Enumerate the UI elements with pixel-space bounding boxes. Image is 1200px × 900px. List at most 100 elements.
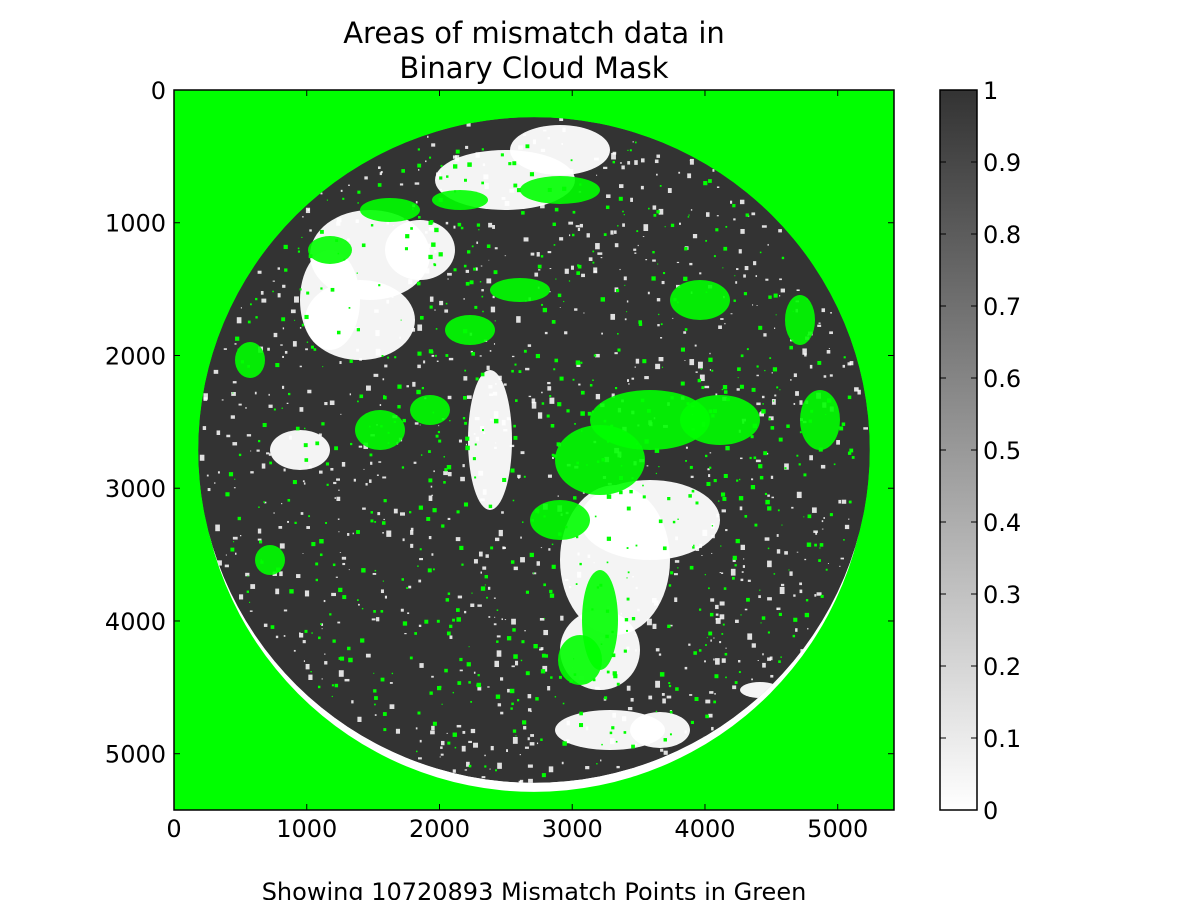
earth-clear-speckle [232, 381, 237, 384]
earth-clear-speckle [279, 543, 285, 549]
earth-clear-speckle [246, 434, 252, 437]
earth-clear-speckle [213, 369, 219, 374]
mismatch-speckle [847, 451, 852, 455]
mismatch-speckle [525, 144, 530, 149]
mismatch-speckle [295, 426, 300, 431]
earth-clear-speckle [498, 529, 503, 537]
mismatch-speckle [711, 414, 715, 418]
mismatch-speckle [677, 567, 679, 569]
mismatch-speckle [629, 149, 632, 152]
earth-clear-speckle [655, 680, 661, 688]
mismatch-speckle [629, 489, 633, 494]
mismatch-speckle [382, 580, 384, 582]
mismatch-speckle [468, 764, 472, 768]
mismatch-speckle [460, 226, 464, 230]
earth-clear-speckle [844, 524, 850, 530]
earth-clear-speckle [695, 371, 698, 373]
mismatch-speckle [484, 574, 488, 579]
earth-clear-speckle [774, 394, 777, 397]
earth-clear-speckle [813, 530, 818, 533]
y-tick-label: 0 [151, 77, 166, 105]
earth-clear-speckle [374, 309, 379, 313]
earth-clear-speckle [399, 183, 404, 186]
mismatch-speckle [599, 405, 601, 407]
earth-clear-speckle [676, 261, 680, 264]
earth-clear-speckle [711, 552, 713, 554]
earth-clear-speckle [652, 259, 656, 262]
earth-clear-speckle [774, 327, 776, 330]
mismatch-speckle [819, 543, 824, 547]
earth-clear-speckle [596, 174, 598, 176]
earth-clear-speckle [836, 440, 840, 445]
earth-clear-speckle [363, 468, 365, 470]
earth-clear-speckle [354, 313, 357, 315]
earth-clear-speckle [640, 513, 646, 521]
mismatch-speckle [374, 703, 376, 706]
earth-clear-speckle [842, 364, 846, 368]
earth-clear-speckle [465, 269, 470, 273]
earth-clear-speckle [743, 558, 745, 560]
mismatch-speckle [381, 355, 384, 357]
mismatch-speckle [798, 463, 801, 466]
mismatch-speckle [715, 228, 719, 232]
mismatch-speckle [427, 568, 432, 573]
mismatch-speckle [770, 426, 775, 430]
earth-clear-speckle [447, 471, 452, 477]
earth-clear-speckle [826, 350, 831, 354]
earth-clear-speckle [477, 686, 482, 691]
mismatch-speckle [635, 544, 638, 547]
earth-clear-speckle [776, 608, 779, 610]
mismatch-region [255, 545, 285, 575]
earth-clear-speckle [655, 648, 660, 652]
mismatch-speckle [725, 225, 728, 228]
mismatch-speckle [454, 746, 457, 749]
earth-clear-speckle [433, 470, 435, 473]
earth-clear-speckle [793, 373, 797, 378]
earth-clear-speckle [705, 212, 710, 217]
earth-clear-speckle [829, 331, 833, 335]
mismatch-speckle [481, 429, 485, 432]
earth-clear-speckle [721, 658, 726, 663]
earth-clear-speckle [600, 759, 602, 762]
earth-clear-speckle [410, 530, 414, 535]
mismatch-speckle [334, 683, 339, 688]
earth-clear-speckle [708, 713, 713, 718]
mismatch-speckle [435, 434, 439, 438]
mismatch-speckle [759, 589, 761, 591]
earth-clear-speckle [854, 387, 859, 392]
mismatch-speckle [579, 711, 583, 716]
earth-clear-speckle [744, 608, 748, 611]
mismatch-speckle [706, 637, 708, 639]
mismatch-speckle [705, 239, 708, 242]
earth-clear-speckle [593, 267, 598, 274]
earth-clear-speckle [384, 595, 388, 599]
mismatch-speckle [319, 229, 324, 234]
mismatch-speckle [304, 314, 309, 320]
earth-clear-speckle [445, 221, 449, 225]
mismatch-speckle [356, 272, 358, 274]
mismatch-speckle [471, 592, 473, 594]
mismatch-speckle [760, 622, 762, 624]
mismatch-speckle [517, 699, 520, 702]
earth-clear-speckle [644, 376, 649, 380]
mismatch-speckle [258, 506, 260, 508]
earth-clear-speckle [804, 353, 807, 357]
mismatch-speckle [603, 233, 607, 236]
earth-clear-speckle [616, 765, 620, 769]
earth-clear-speckle [299, 407, 304, 412]
earth-clear-speckle [654, 600, 659, 606]
earth-clear-speckle [527, 708, 532, 712]
mismatch-speckle [600, 297, 606, 302]
mismatch-speckle [697, 378, 702, 383]
x-tick-label: 3000 [542, 815, 603, 843]
earth-clear-speckle [814, 594, 817, 597]
mismatch-speckle [232, 541, 235, 543]
earth-clear-speckle [715, 604, 719, 610]
earth-clear-speckle [340, 189, 343, 192]
earth-clear-speckle [807, 627, 809, 630]
mismatch-speckle [484, 765, 487, 768]
earth-clear-speckle [275, 588, 280, 595]
mismatch-speckle [321, 422, 325, 426]
earth-clear-speckle [379, 404, 382, 406]
mismatch-speckle [329, 613, 332, 616]
